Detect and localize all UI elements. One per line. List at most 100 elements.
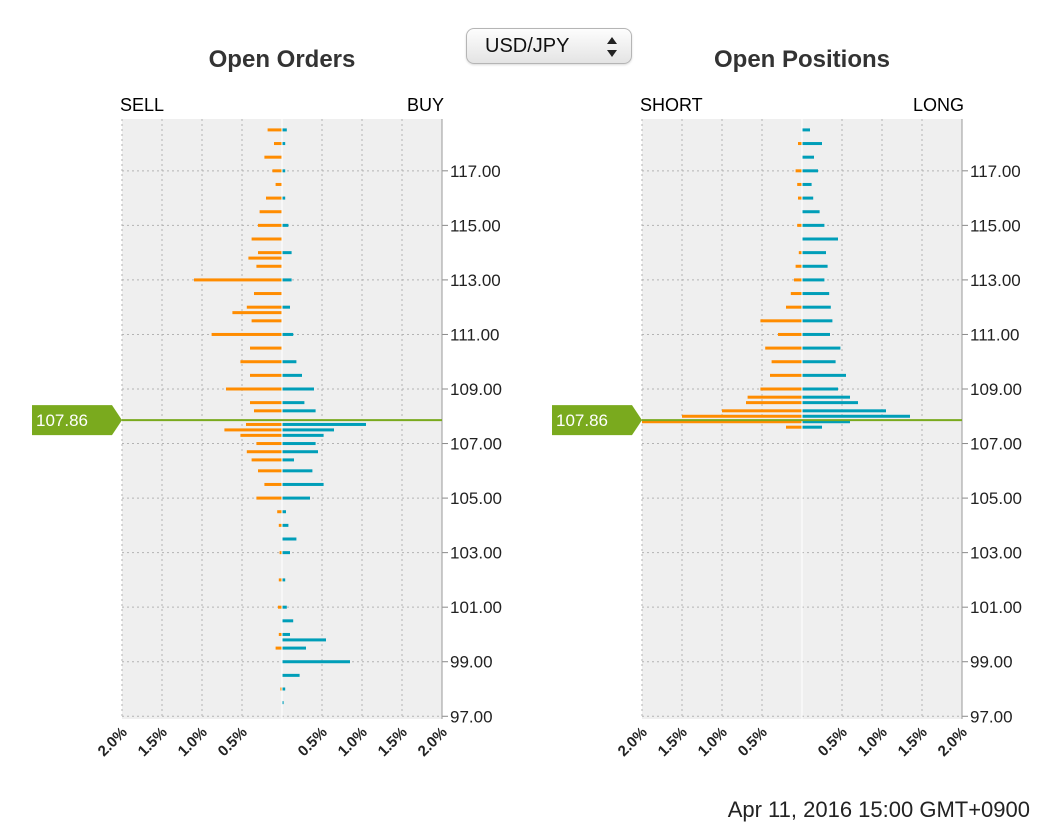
orders-chart: 97.00 99.00 101.00 103.00 105.00 107.00 109.00…: [32, 119, 502, 760]
positions-long-bar: [802, 155, 814, 159]
positions-current-price-marker: [552, 405, 642, 436]
orders-buy-bar: [282, 660, 350, 664]
positions-short-bar: [722, 409, 802, 413]
positions-short-bar: [746, 401, 802, 405]
orders-buy-bar: [282, 305, 290, 309]
orders-price-tick-label: 99.00: [450, 653, 493, 672]
long-label: LONG: [912, 95, 964, 115]
orders-buy-bar: [282, 551, 290, 555]
positions-short-bar: [795, 169, 802, 173]
positions-x-tick-label: 2.0%: [935, 724, 971, 760]
updown-arrows-icon: [607, 36, 617, 58]
orders-sell-bar: [250, 346, 282, 350]
orders-buy-bar: [282, 687, 286, 691]
orders-buy-bar: [282, 422, 366, 426]
currency-pair-select[interactable]: USD/JPY: [466, 28, 632, 64]
orders-sell-bar: [274, 142, 282, 146]
positions-x-tick-label: 1.0%: [695, 724, 731, 760]
orders-sell-bar: [250, 373, 282, 377]
orders-buy-bar: [282, 433, 324, 437]
positions-long-bar: [802, 196, 814, 200]
orders-current-price-marker: [32, 405, 122, 436]
orders-buy-bar: [282, 638, 326, 642]
orders-buy-bar: [282, 360, 297, 364]
positions-long-bar: [802, 387, 838, 391]
orders-sell-bar: [251, 458, 282, 462]
orders-price-tick-label: 107.00: [450, 435, 502, 454]
orders-buy-bar: [282, 128, 287, 132]
orders-sell-bar: [264, 155, 282, 159]
positions-chart: 97.00 99.00 101.00 103.00 105.00 107.00 109.00…: [552, 119, 1022, 760]
orders-sell-bar: [251, 319, 282, 323]
positions-price-tick-label: 101.00: [970, 598, 1022, 617]
orders-sell-bar: [258, 469, 282, 473]
positions-short-bar: [682, 414, 802, 418]
orders-buy-bar: [282, 442, 316, 446]
orders-sell-bar: [275, 646, 282, 650]
positions-current-price-label: 107.86: [556, 411, 608, 430]
orders-sell-bar: [278, 523, 282, 527]
positions-long-bar: [802, 395, 850, 399]
orders-x-tick-label: 1.5%: [375, 724, 411, 760]
positions-long-bar: [802, 169, 818, 173]
orders-sell-bar: [267, 128, 282, 132]
positions-long-bar: [802, 401, 858, 405]
orders-sell-bar: [246, 305, 282, 309]
orders-sell-bar: [226, 387, 282, 391]
orders-buy-bar: [282, 578, 286, 582]
orders-sell-bar: [272, 169, 282, 173]
positions-long-bar: [802, 414, 910, 418]
orders-sell-bar: [246, 422, 282, 426]
orders-sell-bar: [250, 401, 282, 405]
orders-buy-bar: [282, 537, 297, 541]
orders-price-tick-label: 101.00: [450, 598, 502, 617]
orders-sell-bar: [278, 605, 282, 609]
orders-sell-bar: [279, 551, 282, 555]
orders-buy-bar: [282, 387, 314, 391]
buy-label: BUY: [406, 95, 444, 115]
positions-price-tick-label: 105.00: [970, 489, 1022, 508]
orders-sell-bar: [277, 510, 282, 514]
positions-short-bar: [795, 264, 802, 268]
positions-short-bar: [798, 142, 802, 146]
positions-long-bar: [802, 182, 812, 186]
orders-sell-bar: [256, 496, 282, 500]
orders-buy-bar: [282, 469, 313, 473]
orders-sell-bar: [256, 442, 282, 446]
orders-buy-bar: [282, 450, 318, 454]
positions-price-tick-label: 113.00: [970, 271, 1021, 290]
positions-short-bar: [786, 305, 802, 309]
orders-buy-bar: [282, 428, 334, 432]
positions-x-tick-label: 0.5%: [815, 724, 851, 760]
orders-sell-bar: [251, 237, 282, 241]
orders-buy-bar: [282, 401, 305, 405]
positions-long-bar: [802, 420, 850, 424]
orders-buy-bar: [282, 278, 292, 282]
orders-sell-bar: [278, 632, 282, 636]
orders-buy-bar: [282, 373, 302, 377]
orders-sell-bar: [248, 256, 282, 260]
positions-long-bar: [802, 425, 822, 429]
orders-sell-bar: [258, 223, 282, 227]
positions-x-tick-label: 2.0%: [615, 724, 651, 760]
orders-sell-bar: [240, 360, 282, 364]
positions-long-bar: [802, 292, 830, 296]
orders-sell-bar: [258, 251, 282, 255]
positions-short-bar: [747, 395, 802, 399]
positions-short-bar: [798, 196, 802, 200]
orders-buy-bar: [282, 251, 292, 255]
positions-price-tick-label: 97.00: [970, 707, 1013, 726]
open-orders-title: Open Orders: [208, 46, 356, 73]
orders-buy-bar: [282, 701, 284, 705]
orders-price-tick-label: 115.00: [450, 216, 501, 235]
positions-price-tick-label: 103.00: [970, 544, 1022, 563]
orders-sell-bar: [259, 210, 282, 214]
positions-long-bar: [802, 360, 836, 364]
positions-short-bar: [798, 251, 802, 255]
positions-long-bar: [802, 305, 831, 309]
orders-sell-bar: [254, 292, 282, 296]
positions-short-bar: [797, 223, 802, 227]
positions-x-tick-label: 1.5%: [655, 724, 691, 760]
timestamp: Apr 11, 2016 15:00 GMT+0900: [727, 797, 1030, 822]
orders-sell-bar: [264, 482, 282, 486]
